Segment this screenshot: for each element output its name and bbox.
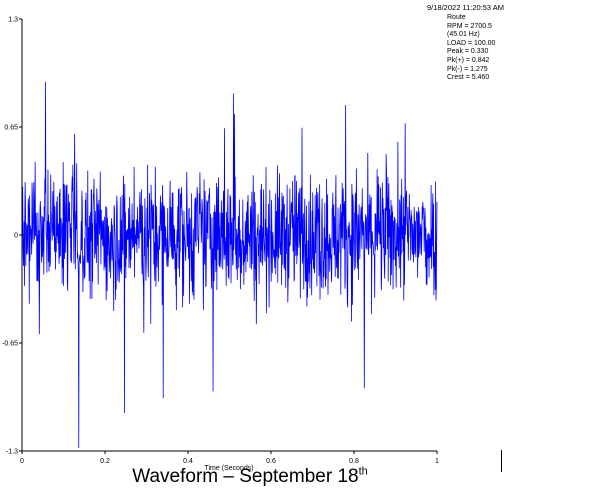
plot-area [21,81,438,449]
timestamp: 9/18/2022 11:20:53 AM [427,3,505,12]
measurement-stat-line: Pk(-) = 1.275 [447,65,488,73]
chart-axes: 1.30.650-0.65-1.30 0.2 0.4 0.6 0.8 1 [2,17,439,466]
measurement-stat-line: Pk(+) = 0.842 [447,56,490,64]
measurement-stat-line: (45.01 Hz) [447,31,480,39]
y-tick-label: 0 [14,233,18,240]
measurement-stat-line: Crest = 5.460 [447,74,490,82]
x-tick-label: 0.2 [100,458,110,465]
measurement-stat-line: RPM = 2700.5 [447,22,492,30]
x-tick-label: 0.8 [349,458,359,465]
caption-text: Waveform – September 18 [132,466,359,487]
chart-caption: Waveform – September 18th [0,466,500,488]
caption-suffix: th [358,465,368,478]
y-tick-label: 1.3 [8,17,18,24]
x-axis-title: Time (Seconds) [204,465,253,472]
text-cursor [501,450,502,472]
measurement-stat-line: Peak = 0.330 [447,48,489,56]
x-tick-label: 0.6 [266,458,276,465]
x-tick-label: 0.4 [183,458,193,465]
measurement-stat-line: LOAD = 100.00 [447,39,496,47]
waveform-series-line [21,81,438,449]
y-tick-label: -0.65 [2,341,18,348]
measurement-stat-line: Route [447,14,466,21]
y-tick-label: 0.65 [4,125,18,132]
measurement-stats: Route RPM = 2700.5 (45.01 Hz) LOAD = 100.00… [447,14,495,83]
x-tick-label: 1 [435,458,439,465]
y-tick-label: -1.3 [6,449,18,456]
x-tick-label: 0 [20,458,24,465]
